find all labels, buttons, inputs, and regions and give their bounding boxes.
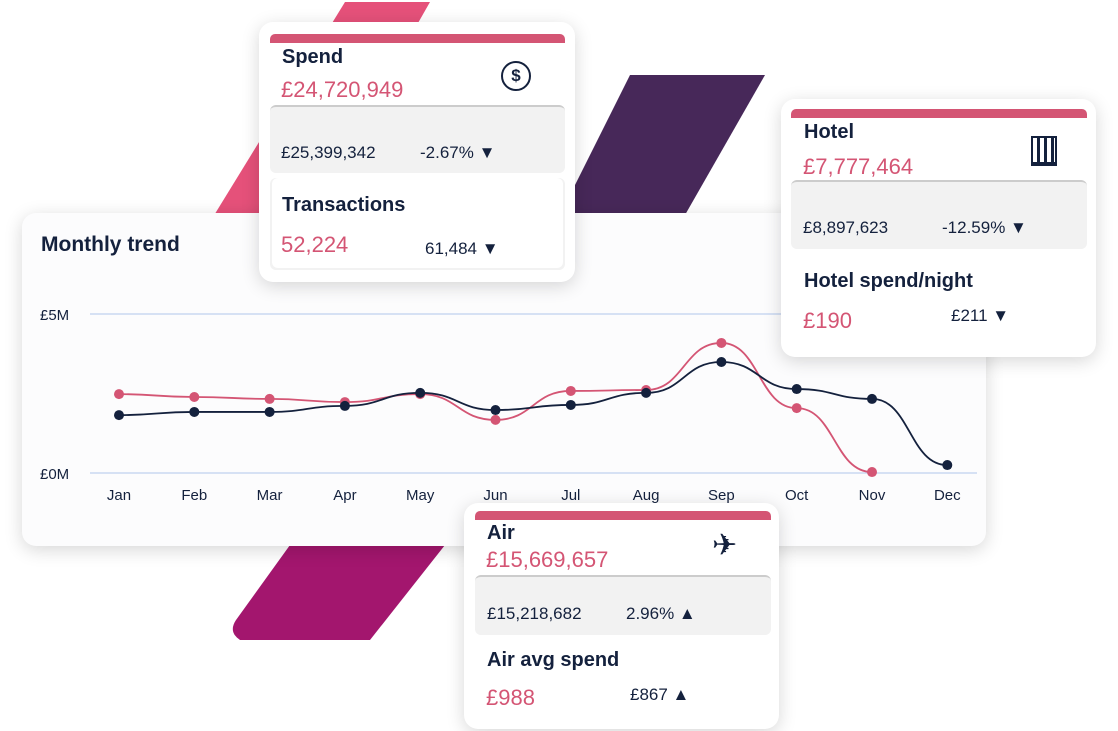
x-tick-label: Aug <box>633 487 660 504</box>
data-point <box>565 385 576 396</box>
data-point <box>867 393 877 404</box>
hotel-title: Hotel <box>804 121 854 143</box>
data-point <box>490 414 501 425</box>
airplane-icon: ✈ <box>712 529 738 562</box>
data-point <box>565 399 576 410</box>
y-tick-label: £5M <box>40 307 69 324</box>
data-point <box>114 410 124 421</box>
hotel-night-previous: £211 ▼ <box>951 306 1010 325</box>
x-tick-label: Jul <box>561 487 580 504</box>
data-point <box>490 405 501 416</box>
data-point <box>415 387 426 398</box>
x-tick-label: Apr <box>333 487 356 504</box>
data-point <box>114 389 124 400</box>
hotel-change: -12.59% ▼ <box>942 218 1027 237</box>
x-tick-label: Oct <box>785 487 809 504</box>
x-tick-label: Feb <box>181 487 207 504</box>
x-tick-label: Nov <box>859 487 886 504</box>
x-tick-label: Dec <box>934 487 961 504</box>
transactions-value: 52,224 <box>281 232 349 257</box>
x-tick-label: Jan <box>107 487 131 504</box>
data-point <box>791 403 802 414</box>
air-previous: £15,218,682 <box>487 604 582 623</box>
data-point <box>641 387 652 398</box>
air-avg-value: £988 <box>486 685 535 710</box>
hotel-night-title: Hotel spend/night <box>804 270 973 292</box>
spend-card: Spend £24,720,949 $ £25,399,342 -2.67% ▼… <box>259 22 575 282</box>
y-tick-label: £0M <box>40 466 69 483</box>
line-chart: £5M £0M Jan Feb Mar Apr May Jun Jul Aug Sep Oct Nov D… <box>40 307 977 504</box>
air-change: 2.96% ▲ <box>626 604 696 623</box>
spend-title: Spend <box>282 46 344 68</box>
spend-previous: £25,399,342 <box>281 143 376 162</box>
air-card: Air £15,669,657 ✈ £15,218,682 2.96% ▲ Ai… <box>464 503 779 729</box>
hotel-night-value: £190 <box>803 308 852 333</box>
data-point <box>716 337 727 348</box>
data-point <box>264 406 275 417</box>
transactions-previous: 61,484 ▼ <box>425 239 499 258</box>
air-avg-title: Air avg spend <box>487 649 620 671</box>
air-value: £15,669,657 <box>486 547 609 572</box>
data-point <box>867 467 877 478</box>
x-tick-label: May <box>406 487 435 504</box>
x-tick-label: Jun <box>483 487 507 504</box>
data-point <box>791 384 802 395</box>
spend-change: -2.67% ▼ <box>420 143 496 162</box>
hotel-building-icon <box>1031 136 1057 166</box>
data-point <box>716 357 727 368</box>
spend-value: £24,720,949 <box>281 77 404 102</box>
data-point <box>189 391 200 402</box>
air-title: Air <box>487 522 515 544</box>
transactions-title: Transactions <box>282 194 406 216</box>
air-avg-previous: £867 ▲ <box>630 685 690 704</box>
data-point <box>189 406 200 417</box>
chart-title: Monthly trend <box>41 233 180 256</box>
x-tick-label: Mar <box>257 487 283 504</box>
hotel-card: Hotel £7,777,464 £8,897,623 -12.59% ▼ Ho… <box>781 99 1096 357</box>
x-tick-label: Sep <box>708 487 735 504</box>
series-line <box>118 361 948 466</box>
data-point <box>942 460 953 471</box>
data-point <box>264 393 275 404</box>
data-point <box>339 400 350 411</box>
hotel-previous: £8,897,623 <box>803 218 889 237</box>
hotel-value: £7,777,464 <box>803 154 914 179</box>
dollar-circle-icon: $ <box>501 61 531 91</box>
